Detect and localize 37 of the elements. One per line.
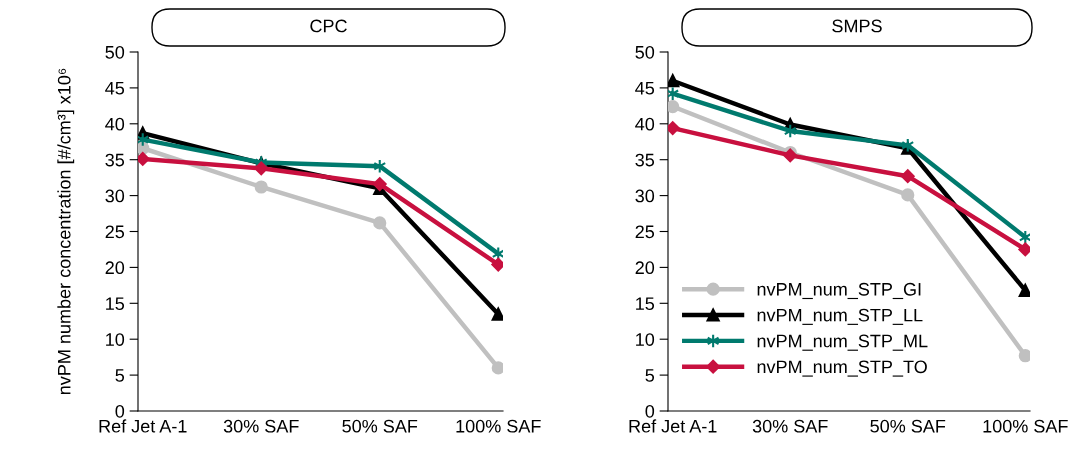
y-tick-label: 5	[115, 369, 125, 382]
y-tick-label: 25	[635, 225, 655, 239]
x-tick-label: 30% SAF	[752, 419, 828, 433]
y-tick-label: 50	[105, 45, 125, 59]
y-tick-label: 25	[105, 225, 125, 239]
y-tick-label: 20	[105, 261, 125, 275]
chart-title: SMPS	[832, 19, 882, 33]
y-tick-label: 20	[635, 261, 655, 275]
y-tick-label: 35	[635, 153, 655, 167]
y-tick-label: 0	[115, 404, 125, 418]
y-tick-label: 45	[105, 82, 125, 95]
x-tick-label: 100% SAF	[983, 419, 1068, 433]
y-tick-label: 45	[635, 82, 655, 95]
y-tick-label: 15	[106, 297, 125, 311]
y-tick-label: 40	[105, 117, 125, 131]
x-tick-label: 30% SAF	[223, 419, 299, 433]
legend-label: nvPM_num_STP_ML	[757, 334, 928, 351]
y-tick-label: 10	[106, 333, 125, 346]
legend-label: nvPM_num_STP_TO	[757, 360, 927, 377]
legend-label: nvPM_num_STP_LL	[757, 308, 923, 325]
y-tick-label: 40	[635, 117, 655, 131]
y-tick-label: 30	[635, 189, 655, 203]
x-tick-label: 50% SAF	[342, 419, 418, 433]
y-tick-label: 50	[635, 45, 655, 59]
y-tick-label: 0	[645, 404, 655, 418]
chart-title: CPC	[310, 19, 347, 33]
x-tick-label: 100% SAF	[456, 419, 541, 433]
y-tick-label: 30	[105, 189, 125, 203]
x-tick-label: Ref Jet A-1	[629, 419, 717, 433]
y-tick-label: 5	[645, 369, 655, 382]
y-tick-label: 10	[636, 333, 655, 346]
y-axis-title: nvPM number concentration [#/cm³] x10⁶	[57, 68, 75, 395]
x-tick-label: 50% SAF	[870, 419, 946, 433]
x-tick-label: Ref Jet A-1	[99, 419, 187, 433]
legend-label: nvPM_num_STP_GI	[757, 282, 921, 300]
y-tick-label: 35	[105, 153, 125, 167]
y-tick-label: 15	[636, 297, 655, 311]
